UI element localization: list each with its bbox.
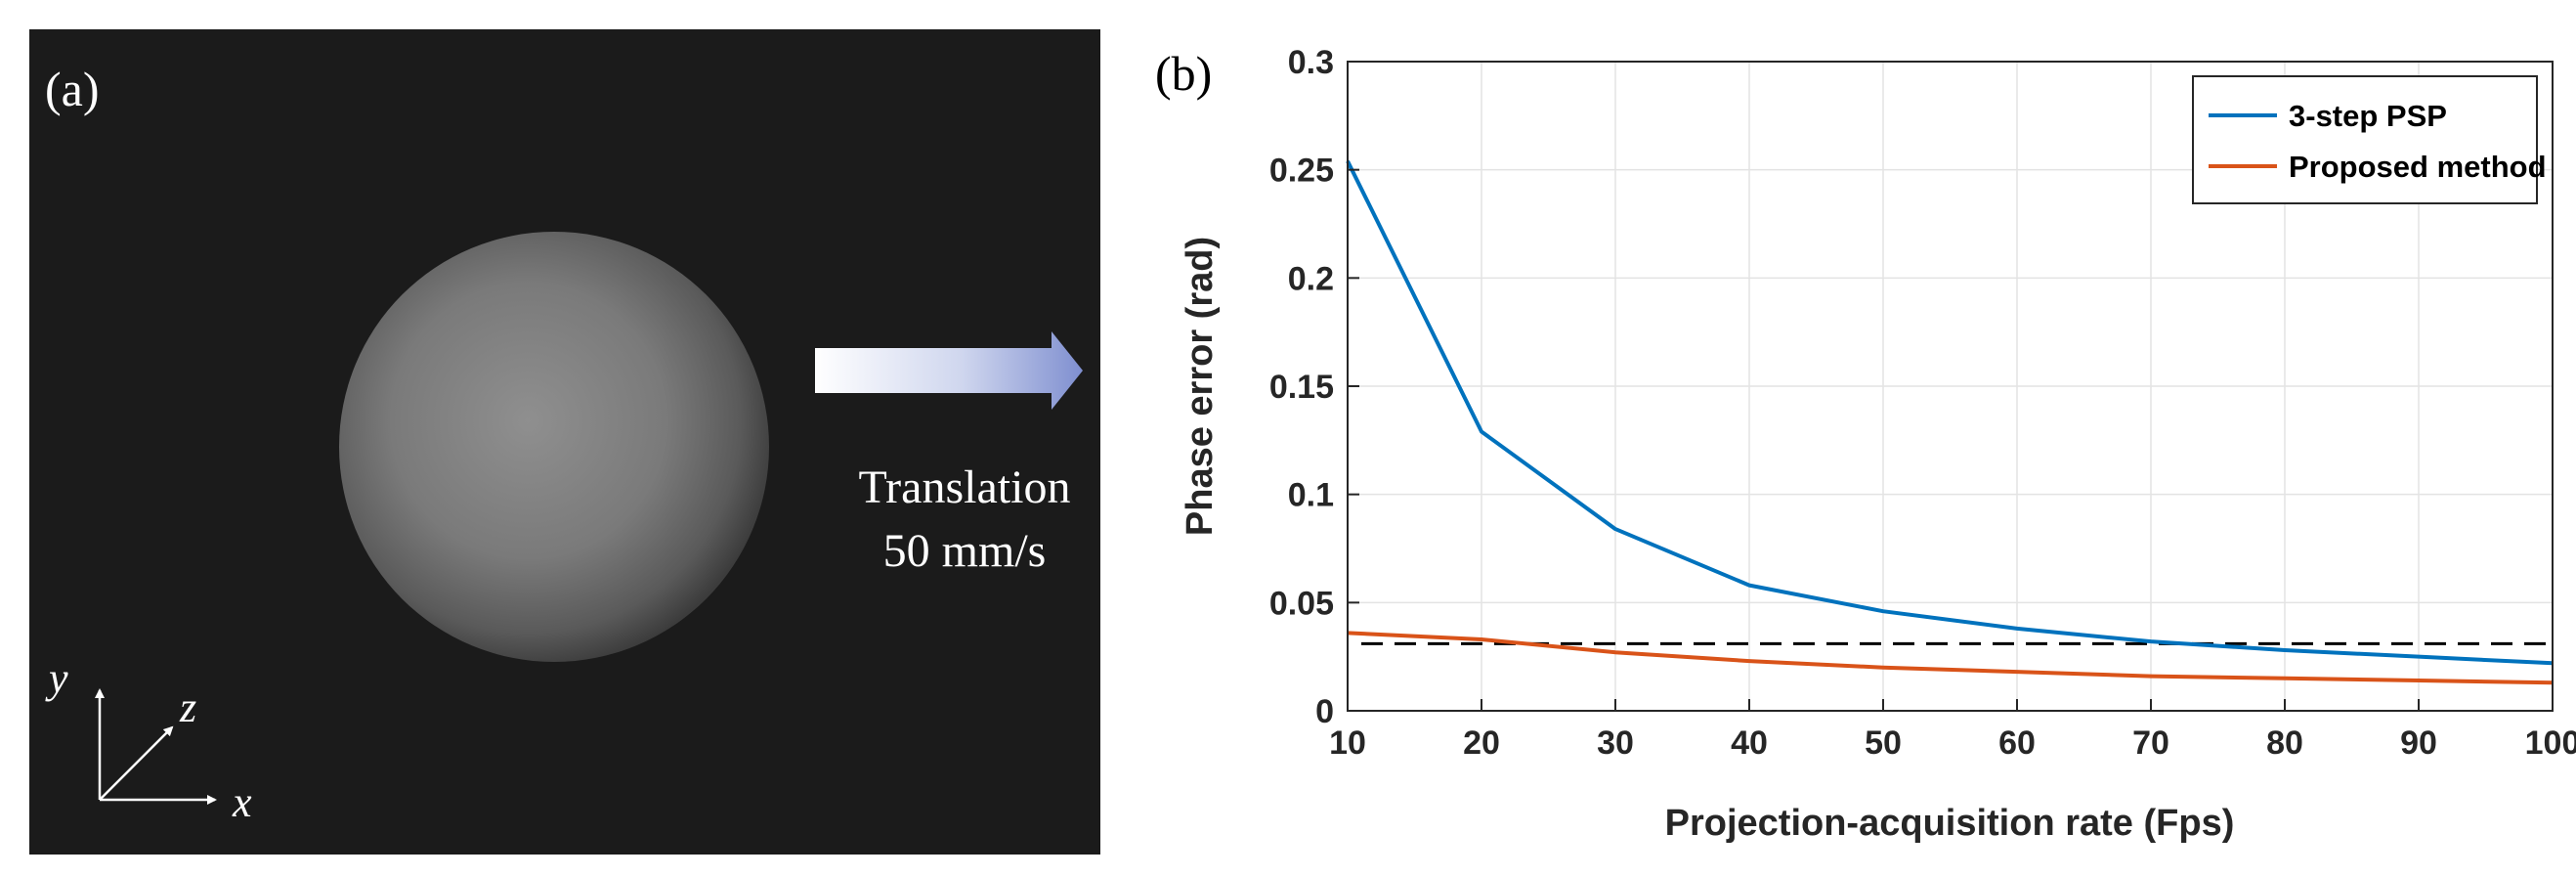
legend-label: Proposed method — [2289, 150, 2547, 184]
series-line-proposed-method — [1347, 631, 2554, 685]
x-tick-label: 80 — [2266, 724, 2303, 762]
phase-error-chart: (b) 10 20 30 40 50 60 70 80 90 100 0 0.05 0.1 0.15 0.2… — [1155, 44, 2576, 844]
ticks: 10 20 30 40 50 60 70 80 90 100 0 0.05 0.1 0.15 0.2 0.25… — [1269, 44, 2576, 762]
y-tick-label: 0.1 — [1288, 477, 1334, 514]
y-tick-label: 0.05 — [1269, 585, 1334, 622]
coordinate-axes-icon — [95, 688, 217, 805]
x-tick-label: 10 — [1329, 724, 1366, 762]
legend: 3-step PSP Proposed method — [2192, 75, 2547, 204]
panel-a-svg: (a) Translation 50 mm/s y z x — [45, 62, 1083, 826]
y-tick-label: 0.15 — [1269, 369, 1334, 406]
y-axis-label: Phase error (rad) — [1180, 237, 1221, 536]
x-tick-label: 100 — [2525, 724, 2576, 762]
series-lines — [1346, 159, 2554, 685]
y-tick-label: 0.25 — [1269, 153, 1334, 190]
x-tick-label: 60 — [1998, 724, 2036, 762]
y-tick-label: 0.2 — [1288, 260, 1334, 297]
x-tick-label: 30 — [1597, 724, 1634, 762]
axis-x-letter: x — [232, 778, 252, 826]
sphere — [339, 232, 769, 662]
translation-arrow-icon — [815, 331, 1083, 410]
legend-label: 3-step PSP — [2289, 99, 2447, 133]
x-tick-label: 40 — [1731, 724, 1768, 762]
axis-z-letter: z — [179, 683, 196, 731]
x-tick-label: 90 — [2400, 724, 2437, 762]
y-tick-label: 0 — [1315, 693, 1334, 730]
x-tick-label: 50 — [1865, 724, 1902, 762]
series-line-3-step-psp — [1346, 159, 2554, 666]
x-tick-label: 20 — [1463, 724, 1500, 762]
panel-a-image: (a) Translation 50 mm/s y z x — [29, 29, 1100, 855]
panel-a-label: (a) — [45, 62, 100, 116]
x-tick-label: 70 — [2132, 724, 2169, 762]
panel-b-label: (b) — [1155, 46, 1212, 101]
translation-label: Translation — [859, 461, 1071, 513]
x-axis-label: Projection-acquisition rate (Fps) — [1665, 803, 2235, 844]
translation-speed: 50 mm/s — [883, 525, 1047, 577]
y-tick-label: 0.3 — [1288, 44, 1334, 81]
axis-y-letter: y — [45, 654, 68, 702]
legend-box — [2192, 75, 2538, 204]
